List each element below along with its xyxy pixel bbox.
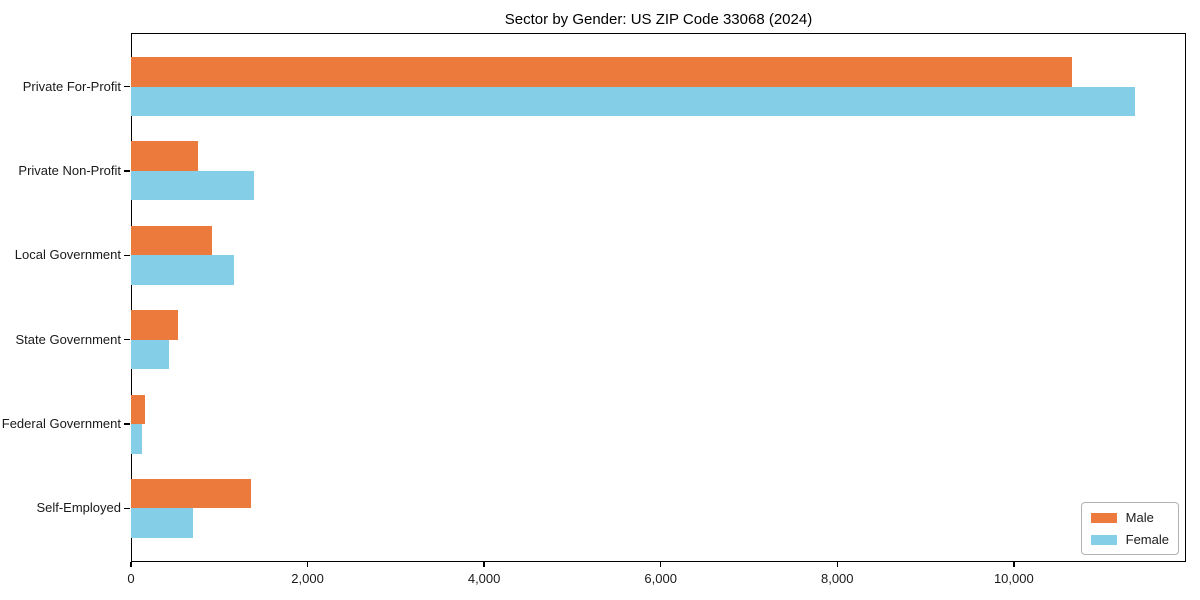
male-color-swatch: [1090, 512, 1117, 523]
legend: Male Female: [1080, 502, 1179, 555]
legend-item-female: Female: [1090, 532, 1169, 547]
bar-female-3: [131, 339, 169, 370]
y-axis-label-0: Private For-Profit: [22, 78, 121, 94]
x-tick-4: [836, 562, 838, 567]
x-tick-1: [306, 562, 309, 567]
x-tick-0: [130, 562, 132, 567]
x-axis-label-5: 10,000: [993, 571, 1034, 586]
plot-area: Male Female Private For-Profit Private No…: [2, 33, 1186, 586]
y-axis-label-3: State Government: [15, 331, 122, 347]
chart-title: Sector by Gender: US ZIP Code 33068 (202…: [504, 11, 813, 28]
y-tick-2: [124, 254, 130, 256]
y-axis-label-4: Federal Government: [1, 416, 121, 432]
bar-female-2: [131, 255, 235, 285]
legend-label-male: Male: [1125, 510, 1154, 525]
x-axis-label-2: 4,000: [467, 571, 501, 586]
y-tick-4: [124, 423, 130, 425]
x-tick-3: [660, 562, 662, 567]
bar-male-1: [131, 141, 199, 171]
x-axis-label-4: 8,000: [820, 571, 854, 586]
bar-female-0: [131, 86, 1135, 117]
bar-male-5: [131, 478, 252, 509]
bar-female-1: [131, 170, 254, 201]
x-tick-5: [1013, 562, 1015, 567]
bar-male-0: [131, 57, 1073, 87]
y-tick-1: [124, 170, 130, 172]
x-axis-label-3: 6,000: [644, 571, 677, 586]
y-tick-5: [124, 507, 130, 510]
x-axis-label-0: 0: [127, 571, 135, 586]
y-tick-3: [124, 338, 130, 341]
female-color-swatch: [1090, 534, 1117, 545]
y-tick-0: [124, 85, 130, 88]
y-axis-label-1: Private Non-Profit: [18, 162, 121, 178]
y-axis-label-5: Self-Employed: [36, 500, 121, 516]
legend-item-male: Male: [1090, 510, 1169, 525]
bar-female-4: [131, 424, 143, 454]
x-tick-2: [483, 562, 485, 567]
bar-male-4: [131, 394, 146, 425]
bar-female-5: [131, 508, 193, 538]
plot-frame: [131, 33, 1186, 562]
x-axis-label-1: 2,000: [291, 571, 324, 586]
legend-label-female: Female: [1125, 532, 1169, 547]
bar-male-2: [131, 225, 213, 256]
bar-male-3: [131, 310, 178, 340]
y-axis-label-2: Local Government: [14, 247, 121, 263]
